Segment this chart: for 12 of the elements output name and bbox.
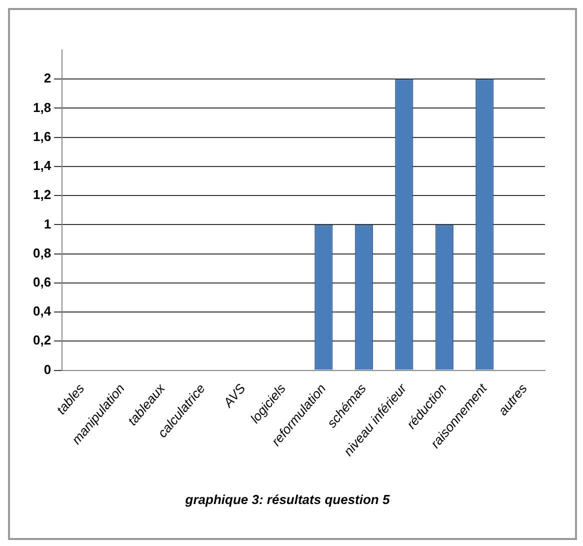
y-tick-label: 1,4: [32, 158, 52, 174]
y-tick-label: 0,4: [32, 304, 52, 319]
y-tick-label: 1,6: [32, 128, 52, 144]
y-tick-label: 1,8: [32, 100, 52, 115]
y-tick-label: 2: [44, 70, 52, 86]
y-tick-label: 0: [44, 362, 52, 377]
y-tick-label: 0,6: [32, 274, 52, 290]
y-tick-label: 1: [44, 216, 52, 232]
y-tick-label: 0,2: [32, 332, 52, 348]
y-tick-label: 0,8: [32, 245, 52, 260]
text: graphique 3: résultats question 5: [184, 492, 390, 507]
y-tick-label: 1,2: [32, 187, 52, 202]
